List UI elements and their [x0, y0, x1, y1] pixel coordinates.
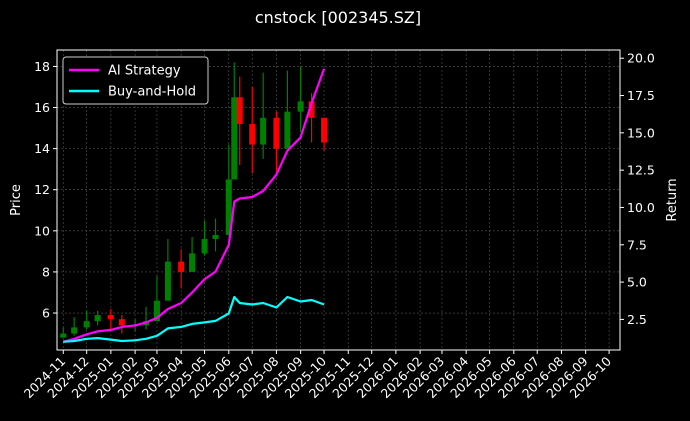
y-right-tick-label: 2.5 [627, 312, 647, 327]
series-line-ai-strategy [62, 68, 326, 343]
price-candle [225, 179, 232, 235]
price-candle [118, 319, 125, 326]
y-left-tick-label: 12 [34, 182, 50, 197]
y-left-tick-label: 8 [42, 264, 50, 279]
price-candle [201, 239, 208, 254]
y-left-tick-label: 18 [34, 59, 50, 74]
y-left-tick-label: 10 [34, 223, 50, 238]
plot-frame [56, 49, 621, 351]
price-candle [189, 253, 196, 272]
price-candle [297, 101, 304, 112]
price-candle [308, 101, 315, 118]
series-lines [62, 68, 326, 343]
price-candle [284, 111, 291, 149]
y-right-tick-label: 15.0 [627, 125, 655, 140]
y-right-tick-label: 5.0 [627, 275, 647, 290]
price-candle [178, 261, 185, 272]
legend-box [62, 56, 209, 105]
series-line-buy-and-hold [63, 295, 325, 343]
y-right-tick-label: 7.5 [627, 237, 647, 252]
price-candle [107, 315, 114, 320]
price-candle [260, 117, 267, 145]
y-right-axis: 2.5 5.0 7.5 10.0 12.5 15.0 17.5 20.0 [620, 51, 655, 327]
price-candle [231, 97, 238, 180]
chart-title: cnstock [002345.SZ] [255, 8, 421, 27]
price-candle [164, 261, 171, 301]
price-candle [83, 321, 90, 328]
price-candle [236, 97, 243, 124]
y-right-tick-label: 10.0 [627, 200, 655, 215]
price-candle [71, 327, 78, 334]
y-right-tick-label: 12.5 [627, 163, 655, 178]
y-left-tick-label: 6 [42, 306, 50, 321]
y-right-tick-label: 17.5 [627, 88, 655, 103]
y-axis-left-label: Price [9, 184, 24, 216]
price-candle [212, 234, 219, 240]
legend: AI Strategy Buy-and-Hold [62, 56, 209, 105]
y-left-axis: 6 8 10 12 14 16 18 [34, 59, 57, 321]
y-left-tick-label: 16 [34, 100, 50, 115]
legend-label-ai-strategy: AI Strategy [108, 64, 181, 79]
y-left-tick-label: 14 [34, 141, 50, 156]
price-candles [60, 62, 328, 338]
price-candle [153, 300, 160, 322]
legend-label-buy-and-hold: Buy-and-Hold [108, 85, 196, 100]
price-candle [321, 117, 328, 143]
y-axis-right-label: Return [665, 178, 680, 221]
price-candle [60, 333, 67, 338]
y-right-tick-label: 20.0 [627, 51, 655, 66]
price-candle [94, 315, 101, 322]
price-candle [273, 117, 280, 149]
price-candle [249, 123, 256, 145]
